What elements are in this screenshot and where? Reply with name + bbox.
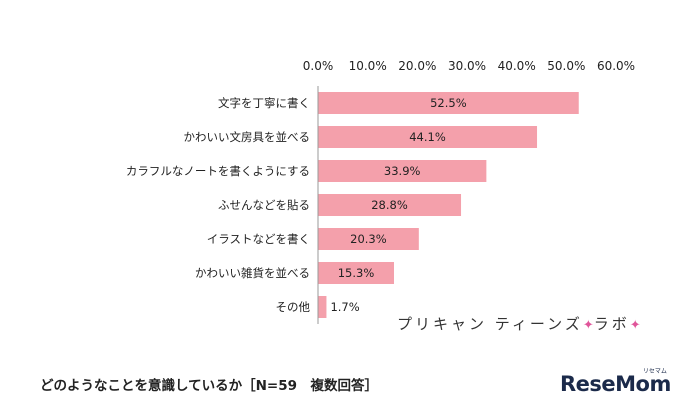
- x-tick-label: 60.0%: [597, 59, 635, 73]
- bar: [318, 228, 419, 250]
- x-tick-label: 50.0%: [547, 59, 585, 73]
- category-labels: 文字を丁寧に書くかわいい文房具を並べるカラフルなノートを書くようにするふせんなど…: [126, 96, 311, 314]
- data-label: 28.8%: [371, 198, 408, 212]
- category-label: かわいい文房具を並べる: [184, 130, 311, 144]
- category-label: 文字を丁寧に書く: [218, 96, 310, 110]
- watermark-brand: プリキャン ティーンズ✦ラボ✦: [397, 313, 641, 334]
- bar: [318, 262, 394, 284]
- bar: [318, 160, 487, 182]
- x-tick-label: 40.0%: [498, 59, 536, 73]
- chart-title: どのようなことを意識しているか［N=59 複数回答］: [40, 378, 378, 394]
- data-label: 20.3%: [350, 232, 387, 246]
- x-tick-label: 0.0%: [303, 59, 334, 73]
- star-icon: ✦: [629, 318, 641, 333]
- bar: [318, 126, 538, 148]
- category-label: かわいい雑貨を並べる: [195, 266, 310, 280]
- bar: [318, 296, 327, 318]
- bar: [318, 194, 462, 216]
- category-label: イラストなどを書く: [207, 232, 310, 246]
- star-icon: ✦: [582, 318, 594, 333]
- data-label: 33.9%: [384, 164, 421, 178]
- logo-kana: リセマム: [642, 368, 667, 375]
- data-label: 44.1%: [409, 130, 446, 144]
- category-label: その他: [276, 300, 311, 314]
- category-label: ふせんなどを貼る: [218, 198, 310, 212]
- watermark-suffix: ラボ: [593, 315, 630, 333]
- resemom-logo: ReseMom リセマム: [560, 368, 671, 396]
- data-label: 1.7%: [330, 300, 359, 314]
- data-label: 15.3%: [338, 266, 375, 280]
- x-tick-label: 30.0%: [448, 59, 486, 73]
- bar: [318, 92, 579, 114]
- x-tick-label: 20.0%: [398, 59, 436, 73]
- logo-text: ReseMom: [560, 372, 671, 396]
- data-labels: 52.5% 44.1% 33.9% 28.8% 20.3% 15.3% 1.7%: [330, 96, 466, 314]
- watermark-main: プリキャン ティーンズ: [397, 315, 583, 333]
- data-label: 52.5%: [430, 96, 467, 110]
- x-axis-ticks: 0.0% 10.0% 20.0% 30.0% 40.0% 50.0% 60.0%: [303, 59, 635, 73]
- x-tick-label: 10.0%: [349, 59, 387, 73]
- bars: [318, 92, 579, 318]
- category-label: カラフルなノートを書くようにする: [126, 164, 310, 178]
